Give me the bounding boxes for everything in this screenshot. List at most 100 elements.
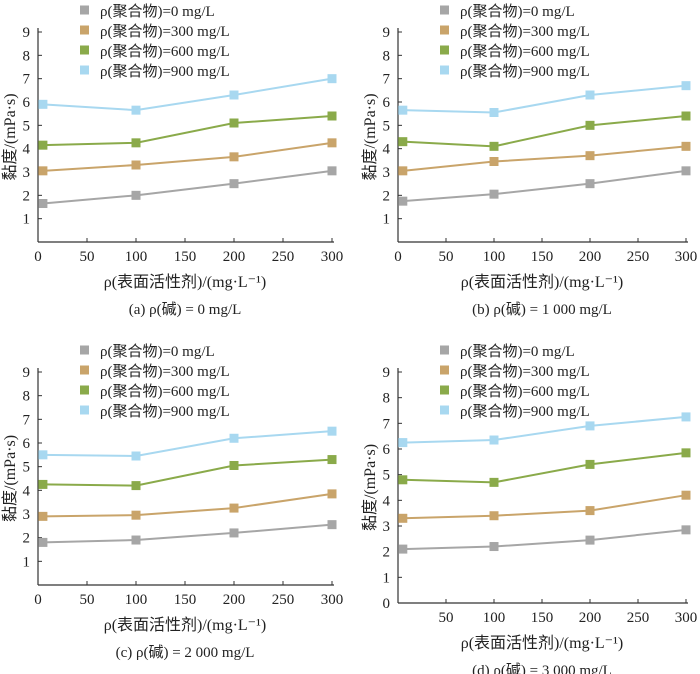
x-tick-label: 250 [272,592,295,608]
data-point [585,459,595,469]
data-point [327,520,337,530]
legend-swatch [440,345,449,355]
y-tick-label: 7 [383,72,391,88]
series-line [402,84,687,114]
legend-swatch [440,25,449,35]
x-tick-label: 250 [627,610,650,626]
data-point [489,157,499,166]
legend-label: ρ(聚合物)=300 mg/L [100,363,230,380]
x-tick-label: 100 [125,249,148,265]
x-tick-label: 200 [223,592,246,608]
data-point [398,137,408,147]
y-tick-label: 2 [23,531,31,547]
data-point [489,189,499,199]
data-point [398,438,408,448]
data-point [585,179,595,189]
x-axis-label: ρ(表面活性剂)/(mg·L⁻¹) [461,273,624,291]
y-axis-label: 黏度/(mPa·s) [1,93,19,180]
legend-swatch [80,385,89,395]
x-axis-label: ρ(表面活性剂)/(mg·L⁻¹) [104,616,267,634]
legend-swatch [80,345,89,355]
data-point [131,105,141,115]
data-point [681,166,691,176]
legend-label: ρ(聚合物)=0 mg/L [460,343,575,360]
series-line [402,451,687,484]
x-tick-label: 100 [483,610,506,626]
data-point [38,199,48,208]
y-tick-label: 3 [383,519,391,535]
series-line [402,169,687,203]
x-tick-label: 200 [223,249,246,265]
legend-label: ρ(聚合物)=300 mg/L [100,23,230,40]
data-point [229,460,239,470]
series-line [42,492,333,518]
legend-swatch [440,385,449,395]
series-line [42,169,333,205]
y-tick-label: 5 [383,118,391,134]
y-tick-label: 3 [23,507,31,523]
data-point [229,503,239,513]
legend-swatch [440,65,449,75]
x-tick-label: 0 [34,592,42,608]
x-tick-label: 150 [531,610,554,626]
y-tick-label: 4 [23,483,31,499]
y-tick-label: 8 [23,389,31,405]
x-tick-label: 150 [531,249,554,265]
y-tick-label: 7 [23,72,31,88]
data-point [398,475,408,485]
data-point [131,451,141,461]
data-point [38,479,48,489]
x-tick-label: 300 [675,610,698,626]
legend-swatch [440,5,449,15]
y-tick-label: 7 [23,412,31,428]
x-axis-label: ρ(表面活性剂)/(mg·L⁻¹) [461,634,624,652]
data-point [229,528,239,538]
data-point [585,120,595,130]
data-point [229,179,239,189]
y-axis-label: 黏度/(mPa·s) [361,93,379,180]
data-point [489,108,499,117]
y-tick-label: 1 [383,212,391,228]
data-point [681,448,691,458]
y-axis-label: 黏度/(mPa·s) [361,444,379,531]
y-tick-label: 9 [23,365,31,381]
data-point [38,99,48,109]
y-tick-label: 3 [383,165,391,181]
legend-swatch [80,25,89,35]
legend-swatch [80,45,89,55]
y-tick-label: 8 [23,48,31,64]
x-tick-label: 200 [579,249,602,265]
y-tick-label: 5 [23,118,31,134]
x-tick-label: 200 [579,610,602,626]
legend-label: ρ(聚合物)=600 mg/L [460,383,590,400]
y-tick-label: 2 [383,545,391,561]
x-tick-label: 50 [439,249,454,265]
y-tick-label: 9 [383,25,391,41]
series-line [42,141,333,172]
data-point [489,435,499,445]
data-point [398,196,408,206]
data-point [327,489,337,499]
data-point [38,140,48,150]
data-point [489,511,499,521]
x-tick-label: 250 [272,249,295,265]
series-line [42,458,333,487]
data-point [131,535,141,545]
data-point [131,190,141,200]
legend-label: ρ(聚合物)=0 mg/L [100,343,215,360]
data-point [489,542,499,552]
data-point [398,544,408,554]
data-point [327,74,337,84]
y-tick-label: 4 [383,493,391,509]
x-tick-label: 150 [174,249,197,265]
x-tick-label: 50 [80,592,95,608]
series-line [42,115,333,147]
legend-label: ρ(聚合物)=300 mg/L [460,23,590,40]
data-point [131,138,141,148]
data-point [398,513,408,523]
legend-label: ρ(聚合物)=600 mg/L [460,43,590,60]
data-point [327,166,337,176]
data-point [585,506,595,516]
data-point [681,141,691,151]
